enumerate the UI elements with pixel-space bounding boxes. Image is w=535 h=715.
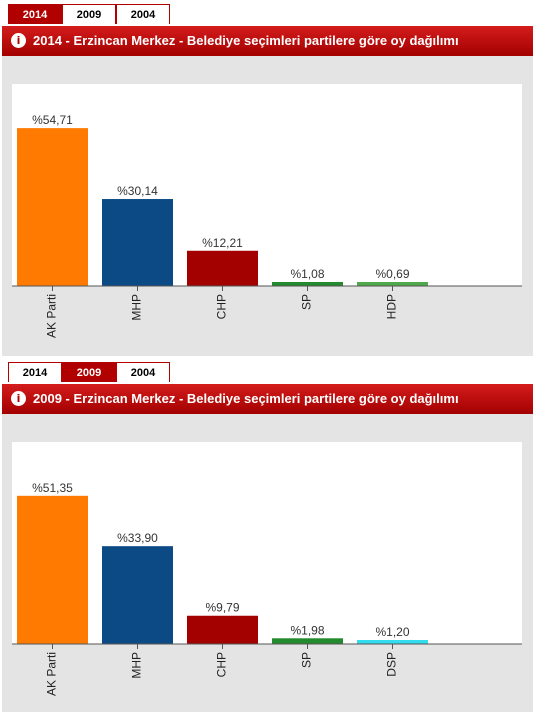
data-label: %12,21 bbox=[202, 236, 243, 250]
chart-area: %51,35 AK Parti %33,90 MHP %9,79 CHP %1,98 SP %1… bbox=[2, 414, 533, 712]
info-icon: i bbox=[11, 33, 26, 48]
data-label: %0,69 bbox=[375, 267, 409, 281]
category-label: CHP bbox=[215, 652, 229, 677]
bar[interactable] bbox=[17, 495, 88, 644]
bar[interactable] bbox=[102, 199, 173, 286]
bar-chart: %51,35 AK Parti %33,90 MHP %9,79 CHP %1,98 SP %1… bbox=[12, 442, 522, 696]
bar-chart: %54,71 AK Parti %30,14 MHP %12,21 CHP %1,08 SP%… bbox=[12, 84, 522, 338]
chart-header: i 2009 - Erzincan Merkez - Belediye seçi… bbox=[2, 384, 533, 414]
tab-2004[interactable]: 2004 bbox=[116, 362, 170, 382]
bar[interactable] bbox=[272, 282, 343, 286]
tab-2009[interactable]: 2009 bbox=[62, 4, 116, 24]
bar[interactable] bbox=[187, 615, 258, 644]
data-label: %9,79 bbox=[205, 601, 239, 615]
plot-area bbox=[12, 84, 522, 286]
results-panel-2009: 2014 2009 2004 i 2009 - Erzincan Merkez … bbox=[0, 362, 535, 712]
info-icon: i bbox=[11, 391, 26, 406]
chart-area: %54,71 AK Parti %30,14 MHP %12,21 CHP %1,08 SP%… bbox=[2, 56, 533, 356]
tab-2014[interactable]: 2014 bbox=[8, 362, 62, 382]
category-label: DSP bbox=[385, 652, 399, 677]
bar[interactable] bbox=[187, 250, 258, 286]
category-label: CHP bbox=[215, 294, 229, 319]
data-label: %54,71 bbox=[32, 113, 73, 127]
bar[interactable] bbox=[357, 282, 428, 286]
data-label: %30,14 bbox=[117, 184, 158, 198]
category-label: MHP bbox=[130, 294, 144, 321]
chart-header: i 2014 - Erzincan Merkez - Belediye seçi… bbox=[2, 26, 533, 56]
data-label: %1,98 bbox=[290, 623, 324, 637]
bar[interactable] bbox=[102, 546, 173, 644]
category-label: AK Parti bbox=[45, 652, 59, 696]
category-label: SP bbox=[300, 294, 314, 310]
chart-title: 2009 - Erzincan Merkez - Belediye seçiml… bbox=[33, 391, 459, 406]
data-label: %51,35 bbox=[32, 481, 73, 495]
tab-2014[interactable]: 2014 bbox=[8, 4, 62, 24]
data-label: %1,20 bbox=[375, 625, 409, 639]
tab-2004[interactable]: 2004 bbox=[116, 4, 170, 24]
data-label: %1,08 bbox=[290, 267, 324, 281]
bar[interactable] bbox=[357, 640, 428, 644]
category-label: HDP bbox=[385, 294, 399, 319]
plot-area bbox=[12, 442, 522, 644]
bar[interactable] bbox=[272, 638, 343, 644]
bar[interactable] bbox=[17, 128, 88, 286]
results-panel-2014: 2014 2009 2004 i 2014 - Erzincan Merkez … bbox=[0, 4, 535, 356]
category-label: MHP bbox=[130, 652, 144, 679]
category-label: AK Parti bbox=[45, 294, 59, 338]
data-label: %33,90 bbox=[117, 531, 158, 545]
tab-2009[interactable]: 2009 bbox=[62, 362, 116, 382]
category-label: SP bbox=[300, 652, 314, 668]
chart-title: 2014 - Erzincan Merkez - Belediye seçiml… bbox=[33, 33, 459, 48]
